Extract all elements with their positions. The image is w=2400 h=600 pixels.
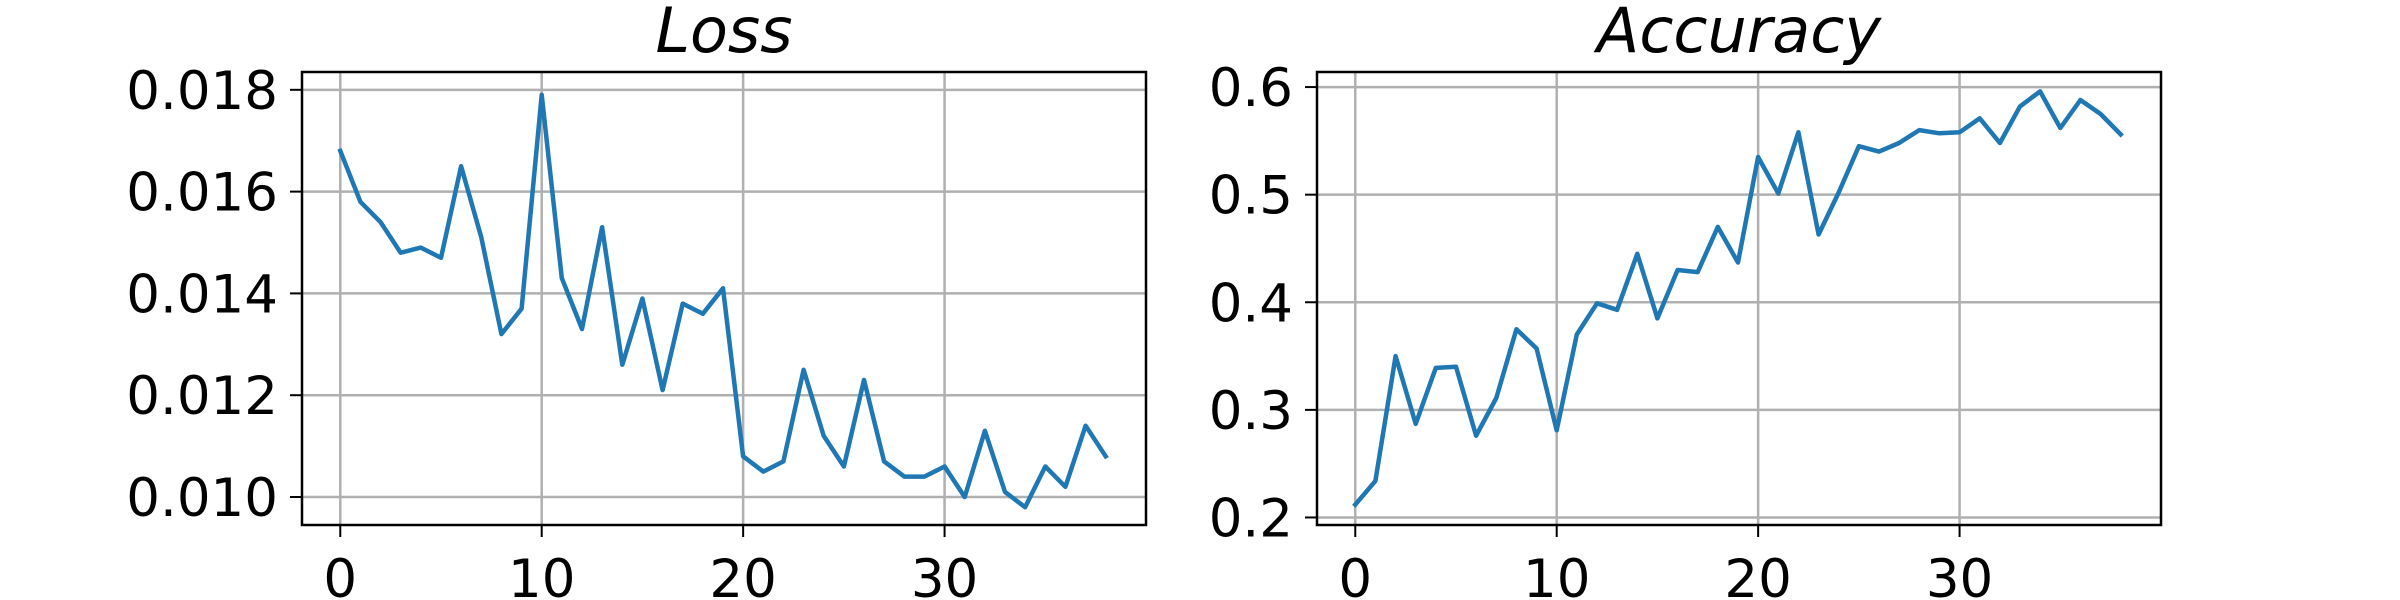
- y-tick-label: 0.4: [1209, 273, 1293, 334]
- series-line: [1352, 89, 2124, 508]
- y-tick-label: 0.012: [126, 366, 278, 427]
- y-tick-label: 0.2: [1209, 488, 1293, 549]
- plot-frame: [1315, 70, 2163, 527]
- y-tick-label: 0.5: [1209, 166, 1293, 227]
- y-tick-label: 0.3: [1209, 381, 1293, 442]
- y-tick-label: 0.018: [126, 61, 278, 122]
- x-tick-label: 10: [1523, 549, 1590, 600]
- x-tick-label: 0: [323, 549, 357, 600]
- x-tick-label: 10: [508, 549, 575, 600]
- loss-chart: Loss 0 10 20 30 0.010 0.012 0.014 0.016 0.018: [126, 0, 1148, 600]
- grid: [1317, 72, 2161, 525]
- x-tick-label: 20: [1724, 549, 1791, 600]
- x-tick-label: 30: [1926, 549, 1993, 600]
- series-line: [337, 92, 1109, 510]
- chart-title: Accuracy: [1593, 0, 1882, 67]
- chart-title: Loss: [655, 0, 792, 67]
- x-tick-label: 0: [1338, 549, 1372, 600]
- y-tick-label: 0.014: [126, 264, 278, 325]
- y-tick-label: 0.010: [126, 468, 278, 529]
- x-tick-label: 20: [709, 549, 776, 600]
- x-tick-label: 30: [911, 549, 978, 600]
- accuracy-chart: Accuracy 0 10 20 30 0.2 0.3 0.4 0.5 0.6: [1209, 0, 2163, 600]
- y-tick-label: 0.016: [126, 163, 278, 224]
- y-tick-label: 0.6: [1209, 58, 1293, 119]
- plot-frame: [300, 70, 1148, 527]
